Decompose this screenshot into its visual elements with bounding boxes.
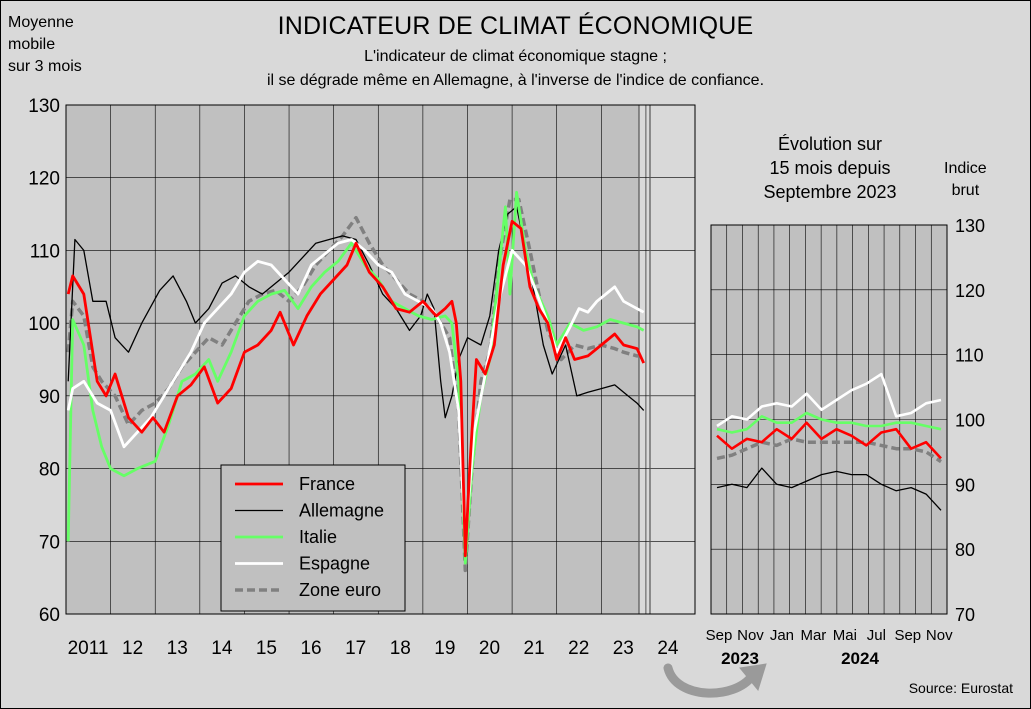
- main-recent-period-area: [639, 105, 695, 614]
- inset-x-tick-label: Nov: [926, 627, 953, 644]
- inset-series-line-espagne: [716, 372, 942, 428]
- main-x-tick-label: 2011: [68, 638, 109, 659]
- inset-chart-title: Évolution sur 15 mois depuis Septembre 202…: [763, 134, 897, 202]
- chart-title: INDICATEUR DE CLIMAT ÉCONOMIQUE: [277, 12, 754, 40]
- right-y-axis-label: Indice brut: [944, 160, 987, 199]
- inset-plot-border: [710, 224, 948, 615]
- main-plot-border: [65, 104, 696, 615]
- inset-x-tick-label: Sep: [706, 627, 733, 644]
- main-x-tick-label: 16: [300, 638, 321, 659]
- main-x-tick-label: 13: [167, 638, 188, 659]
- main-series-line-espagne: [66, 238, 645, 543]
- inset-series-line-france: [716, 421, 942, 460]
- inset-year-label: 2023: [721, 649, 759, 668]
- main-x-tick-label: 17: [345, 638, 366, 659]
- main-y-tick-label: 110: [30, 241, 60, 262]
- main-x-tick-label: 19: [434, 638, 455, 659]
- main-y-tick-label: 90: [39, 387, 60, 408]
- legend-label: Espagne: [299, 554, 370, 574]
- inset-x-tick-label: Nov: [737, 627, 764, 644]
- main-x-tick-label: 24: [657, 638, 679, 659]
- transition-arrow-head: [739, 663, 767, 692]
- main-y-tick-label: 80: [39, 460, 60, 481]
- inset-x-tick-label: Jan: [770, 627, 794, 644]
- legend-label: Italie: [299, 527, 337, 547]
- main-y-tick-label: 100: [28, 314, 60, 335]
- transition-arrow: [663, 663, 757, 698]
- inset-y-tick-label: 100: [955, 411, 985, 431]
- main-y-tick-label: 120: [28, 169, 60, 190]
- main-x-tick-label: 21: [524, 638, 545, 659]
- chart-subtitle-line-1: L'indicateur de climat économique stagne…: [364, 48, 667, 65]
- inset-y-tick-label: 90: [955, 475, 975, 495]
- source-note: Source: Eurostat: [908, 680, 1013, 696]
- main-x-tick-label: 22: [568, 638, 589, 659]
- main-series-line-zone-euro: [66, 197, 644, 573]
- main-series-line-france: [66, 219, 645, 558]
- left-y-axis-label: Moyenne mobile sur 3 mois: [8, 14, 82, 75]
- main-x-tick-label: 20: [479, 638, 500, 659]
- inset-series-line-allemagne: [716, 467, 942, 511]
- main-x-tick-label: 14: [211, 638, 233, 659]
- legend-label: Allemagne: [299, 501, 384, 521]
- inset-series-line-italie: [716, 411, 942, 434]
- main-y-tick-label: 70: [39, 532, 60, 553]
- inset-y-tick-label: 110: [955, 346, 984, 366]
- inset-y-tick-label: 80: [955, 540, 975, 560]
- main-y-tick-label: 60: [39, 605, 60, 626]
- main-x-tick-label: 23: [613, 638, 634, 659]
- inset-x-tick-label: Mar: [800, 627, 826, 644]
- legend-label: Zone euro: [299, 580, 381, 600]
- main-x-tick-label: 15: [256, 638, 277, 659]
- main-x-tick-label: 18: [390, 638, 411, 659]
- main-y-tick-label: 130: [28, 96, 60, 117]
- legend-label: France: [299, 474, 355, 494]
- inset-x-tick-label: Mai: [833, 627, 857, 644]
- inset-y-tick-label: 120: [955, 281, 985, 301]
- inset-x-tick-label: Sep: [894, 627, 921, 644]
- inset-year-label: 2024: [841, 649, 879, 668]
- inset-x-tick-label: Jul: [867, 627, 886, 644]
- inset-y-tick-label: 70: [955, 605, 975, 625]
- main-x-tick-label: 12: [122, 638, 143, 659]
- inset-y-tick-label: 130: [955, 216, 985, 236]
- inset-series-line-zone-euro: [716, 437, 942, 464]
- chart-subtitle-line-2: il se dégrade même en Allemagne, à l'inv…: [266, 72, 765, 89]
